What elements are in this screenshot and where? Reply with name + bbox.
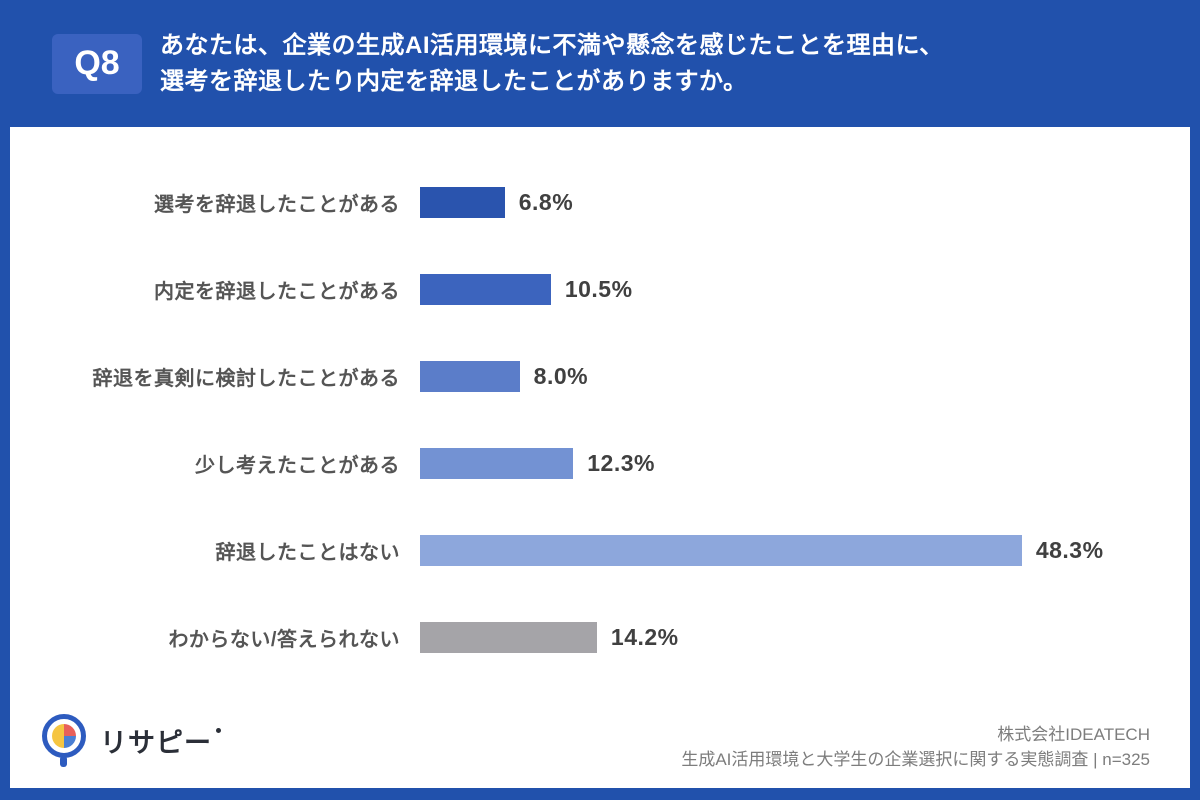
bar: [420, 187, 505, 218]
question-number-badge: Q8: [52, 33, 142, 94]
question-line-2: 選考を辞退したり内定を辞退したことがありますか。: [160, 67, 748, 95]
bar: [420, 622, 597, 653]
category-label: 内定を辞退したことがある: [154, 281, 400, 303]
category-label: 選考を辞退したことがある: [154, 194, 400, 216]
bar: [420, 535, 1022, 566]
category-label: 辞退したことはない: [215, 542, 400, 564]
bar-track: 14.2%: [420, 622, 1190, 653]
value-label: 8.0%: [533, 363, 589, 389]
value-label: 12.3%: [587, 450, 655, 476]
magnifier-pie-icon: [40, 714, 92, 767]
value-label: 10.5%: [564, 276, 633, 302]
bar: [420, 361, 520, 392]
magnifier-handle: [60, 756, 67, 767]
value-label: 6.8%: [518, 189, 574, 215]
question-text: あなたは、企業の生成AI活用環境に不満や懸念を感じたことを理由に、 選考を辞退し…: [160, 28, 944, 100]
category-label: 辞退を真剣に検討したことがある: [92, 368, 400, 390]
value-label: 48.3%: [1035, 537, 1104, 563]
credit-company: 株式会社IDEATECH: [997, 725, 1150, 744]
chart-panel: 選考を辞退したことがある 6.8% 内定を辞退したことがある 10.5% 辞退を…: [10, 127, 1190, 788]
risapi-logo: リサピー: [40, 714, 221, 767]
chart-row: 選考を辞退したことがある 6.8%: [10, 159, 1190, 246]
bar-track: 12.3%: [420, 448, 1190, 479]
question-header: Q8 あなたは、企業の生成AI活用環境に不満や懸念を感じたことを理由に、 選考を…: [0, 0, 1200, 127]
value-label: 14.2%: [610, 624, 679, 650]
chart-row: 内定を辞退したことがある 10.5%: [10, 246, 1190, 333]
chart-row: わからない/答えられない 14.2%: [10, 594, 1190, 681]
bar-track: 10.5%: [420, 274, 1190, 305]
chart-row: 少し考えたことがある 12.3%: [10, 420, 1190, 507]
pie-chart-glyph: [52, 724, 76, 748]
category-label: わからない/答えられない: [168, 629, 400, 651]
footer: リサピー 株式会社IDEATECH 生成AI活用環境と大学生の企業選択に関する実…: [10, 681, 1190, 788]
bar: [420, 274, 551, 305]
bar-track: 6.8%: [420, 187, 1190, 218]
bar-track: 8.0%: [420, 361, 1190, 392]
credit-survey-name: 生成AI活用環境と大学生の企業選択に関する実態調査 | n=325: [681, 750, 1150, 769]
chart-row: 辞退を真剣に検討したことがある 8.0%: [10, 333, 1190, 420]
bar: [420, 448, 574, 479]
chart-row: 辞退したことはない 48.3%: [10, 507, 1190, 594]
bar-chart: 選考を辞退したことがある 6.8% 内定を辞退したことがある 10.5% 辞退を…: [10, 127, 1190, 681]
survey-credit: 株式会社IDEATECH 生成AI活用環境と大学生の企業選択に関する実態調査 |…: [681, 722, 1150, 772]
magnifier-ring: [42, 714, 86, 758]
question-line-1: あなたは、企業の生成AI活用環境に不満や懸念を感じたことを理由に、: [160, 31, 944, 59]
logo-dot: [216, 727, 221, 733]
category-label: 少し考えたことがある: [195, 455, 400, 477]
logo-wordmark: リサピー: [100, 727, 212, 758]
bar-track: 48.3%: [420, 535, 1190, 566]
